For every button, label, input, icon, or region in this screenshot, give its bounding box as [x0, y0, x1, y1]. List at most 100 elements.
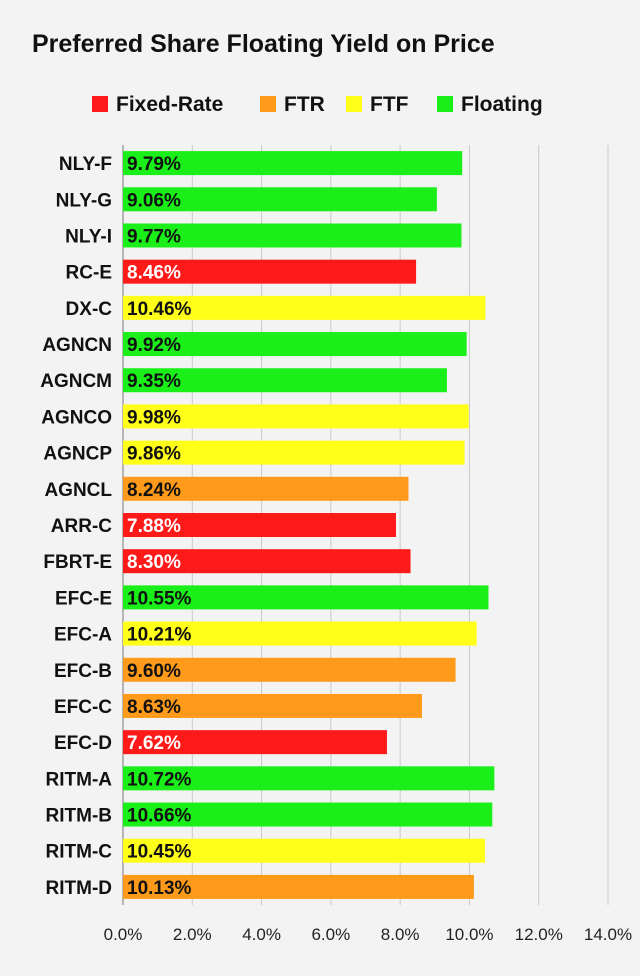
category-label: NLY-I [65, 226, 112, 247]
bar-value-label: 10.72% [127, 769, 192, 790]
bar [123, 657, 456, 682]
bar-value-label: 9.60% [127, 661, 181, 682]
bar-group: 10.45% RITM-C [46, 838, 486, 863]
category-label: NLY-F [59, 154, 112, 175]
category-label: EFC-C [54, 697, 112, 718]
x-tick-label: 2.0% [173, 925, 212, 944]
bar-group: 8.46% RC-E [66, 259, 417, 284]
bar-value-label: 9.98% [127, 407, 181, 428]
legend-label: FTF [370, 93, 409, 116]
category-label: RC-E [66, 263, 112, 284]
legend-item-floating: Floating [437, 93, 543, 116]
bar [123, 730, 387, 755]
x-tick-label: 4.0% [242, 925, 281, 944]
bar-value-label: 8.24% [127, 480, 181, 501]
bar-value-label: 7.88% [127, 516, 181, 537]
x-tick-label: 0.0% [104, 925, 143, 944]
bar [123, 549, 411, 574]
bar-group: 8.63% EFC-C [54, 693, 422, 718]
bar-value-label: 9.35% [127, 371, 181, 392]
bar-group: 10.55% EFC-E [55, 585, 489, 610]
category-label: AGNCN [42, 335, 112, 356]
bar [123, 404, 469, 429]
category-label: AGNCL [44, 480, 112, 501]
category-label: NLY-G [56, 190, 112, 211]
bar [123, 295, 486, 320]
category-label: RITM-B [46, 806, 112, 827]
bar-value-label: 9.77% [127, 226, 181, 247]
bar [123, 259, 417, 284]
legend-item-ftr: FTR [260, 93, 325, 116]
bar-value-label: 10.45% [127, 842, 192, 863]
bar-value-label: 10.13% [127, 878, 192, 899]
bar-group: 10.13% RITM-D [46, 874, 474, 899]
legend-swatch [437, 96, 453, 112]
bar [123, 223, 462, 248]
bar [123, 621, 477, 646]
bar-value-label: 9.79% [127, 154, 181, 175]
bar-group: 9.77% NLY-I [65, 223, 462, 248]
bar-group: 9.92% AGNCN [42, 332, 467, 357]
legend-item-ftf: FTF [346, 93, 409, 116]
category-label: RITM-D [46, 878, 112, 899]
bar [123, 368, 447, 393]
bar-value-label: 9.06% [127, 190, 181, 211]
bar-value-label: 8.63% [127, 697, 181, 718]
bar-group: 9.79% NLY-F [59, 151, 463, 176]
bar-group: 9.06% NLY-G [56, 187, 437, 212]
x-tick-label: 10.0% [445, 925, 493, 944]
bar [123, 151, 463, 176]
category-label: EFC-A [54, 625, 112, 646]
bar-group: 9.98% AGNCO [41, 404, 469, 429]
legend-label: FTR [284, 93, 325, 116]
category-label: DX-C [66, 299, 113, 320]
bar [123, 440, 465, 465]
x-tick-label: 14.0% [584, 925, 632, 944]
bar-group: 10.46% DX-C [66, 295, 486, 320]
bar-group: 7.62% EFC-D [54, 730, 387, 755]
bar-group: 10.21% EFC-A [54, 621, 477, 646]
bar [123, 585, 489, 610]
bar-group: 8.24% AGNCL [44, 476, 409, 501]
category-label: EFC-B [54, 661, 112, 682]
x-tick-label: 8.0% [381, 925, 420, 944]
bar [123, 766, 495, 791]
bar [123, 332, 467, 357]
bar-value-label: 8.30% [127, 552, 181, 573]
bar-value-label: 10.46% [127, 299, 192, 320]
x-tick-label: 12.0% [515, 925, 563, 944]
bar-value-label: 7.62% [127, 733, 181, 754]
bar-value-label: 10.21% [127, 625, 192, 646]
bar [123, 476, 409, 501]
legend-swatch [260, 96, 276, 112]
legend-item-fixed-rate: Fixed-Rate [92, 93, 223, 116]
category-label: FBRT-E [43, 552, 112, 573]
legend-swatch [346, 96, 362, 112]
category-label: EFC-E [55, 588, 112, 609]
bar-group: 10.72% RITM-A [46, 766, 495, 791]
bar-group: 9.35% AGNCM [40, 368, 447, 393]
legend-swatch [92, 96, 108, 112]
category-label: RITM-A [46, 769, 113, 790]
bar-group: 9.60% EFC-B [54, 657, 456, 682]
category-label: AGNCO [41, 407, 112, 428]
legend-label: Fixed-Rate [116, 93, 223, 116]
bar-group: 9.86% AGNCP [43, 440, 465, 465]
category-label: AGNCP [43, 444, 112, 465]
bar [123, 802, 493, 827]
bar [123, 693, 422, 718]
bar-value-label: 10.55% [127, 588, 192, 609]
category-label: AGNCM [40, 371, 112, 392]
bar-value-label: 9.86% [127, 444, 181, 465]
bar-value-label: 9.92% [127, 335, 181, 356]
legend-label: Floating [461, 93, 543, 116]
category-label: RITM-C [46, 842, 113, 863]
bar-group: 7.88% ARR-C [51, 513, 396, 537]
bar [123, 513, 396, 537]
x-tick-label: 6.0% [311, 925, 350, 944]
bar [123, 838, 486, 863]
bar [123, 187, 437, 212]
bar [123, 874, 474, 899]
